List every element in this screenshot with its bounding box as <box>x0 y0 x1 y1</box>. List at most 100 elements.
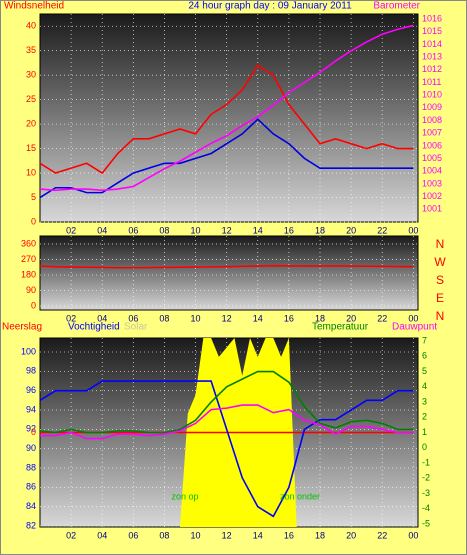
y2-tick-label: 1015 <box>422 26 442 36</box>
y-tick-label: 15 <box>26 143 36 153</box>
legend-label: Temperatuur <box>312 322 369 333</box>
x-tick-label: 22 <box>377 530 387 540</box>
series-line <box>39 380 414 518</box>
y2-tick-label: -2 <box>422 473 430 483</box>
y2-tick-label: 1010 <box>422 90 442 100</box>
y2-tick-label: -5 <box>422 518 430 528</box>
annotation: zon op <box>171 491 198 501</box>
y-tick-label: 40 <box>26 21 36 31</box>
direction-label: N <box>436 237 445 251</box>
x-tick-label: 08 <box>159 225 169 235</box>
legend-label: Dauwpunt <box>392 322 437 333</box>
y2-tick-label: 1 <box>422 427 427 437</box>
y2-tick-label: 1007 <box>422 128 442 138</box>
x-tick-label: 00 <box>408 225 418 235</box>
y-tick-label: 90 <box>26 285 36 295</box>
rain-tick-label: 0 <box>31 427 36 437</box>
x-tick-label: 06 <box>128 530 138 540</box>
y-tick-label: 5 <box>31 192 36 202</box>
legend-label: Vochtigheid <box>68 322 120 333</box>
y2-tick-label: 4 <box>422 381 427 391</box>
y-tick-label: 35 <box>26 45 36 55</box>
x-tick-label: 12 <box>222 530 232 540</box>
y2-tick-label: 1001 <box>422 204 442 214</box>
y2-tick-label: 1012 <box>422 64 442 74</box>
y-tick-label: 0 <box>31 300 36 310</box>
series-line <box>39 24 414 192</box>
x-tick-label: 00 <box>408 530 418 540</box>
direction-label: W <box>434 255 446 269</box>
x-tick-label: 00 <box>408 313 418 323</box>
x-tick-label: 20 <box>346 313 356 323</box>
y2-tick-label: 5 <box>422 366 427 376</box>
x-tick-label: 02 <box>66 225 76 235</box>
x-tick-label: 04 <box>97 313 107 323</box>
series-line <box>39 264 414 269</box>
y2-tick-label: 1014 <box>422 39 442 49</box>
y2-tick-label: 3 <box>422 396 427 406</box>
x-tick-label: 02 <box>66 313 76 323</box>
x-tick-label: 10 <box>191 225 201 235</box>
y-tick-label: 82 <box>26 520 36 530</box>
y-tick-label: 86 <box>26 482 36 492</box>
x-tick-label: 12 <box>222 313 232 323</box>
annotation: zon onder <box>280 491 320 501</box>
y2-tick-label: -4 <box>422 503 430 513</box>
y2-tick-label: 1008 <box>422 115 442 125</box>
x-tick-label: 12 <box>222 225 232 235</box>
x-tick-label: 10 <box>191 530 201 540</box>
y-tick-label: 180 <box>21 269 36 279</box>
x-tick-label: 20 <box>346 225 356 235</box>
x-tick-label: 16 <box>284 313 294 323</box>
y-tick-label: 84 <box>26 501 36 511</box>
y2-tick-label: -3 <box>422 488 430 498</box>
y2-tick-label: 1006 <box>422 140 442 150</box>
direction-label: E <box>436 291 444 305</box>
x-tick-label: 10 <box>191 313 201 323</box>
x-tick-label: 14 <box>253 225 263 235</box>
y2-tick-label: 1013 <box>422 51 442 61</box>
y2-tick-label: 1009 <box>422 102 442 112</box>
x-tick-label: 14 <box>253 313 263 323</box>
x-tick-label: 18 <box>315 530 325 540</box>
series-line <box>39 370 414 434</box>
y2-tick-label: 1011 <box>422 77 441 87</box>
x-tick-label: 06 <box>128 225 138 235</box>
x-tick-label: 18 <box>315 225 325 235</box>
x-tick-label: 08 <box>159 313 169 323</box>
y-tick-label: 98 <box>26 366 36 376</box>
y-tick-label: 94 <box>26 404 36 414</box>
y-tick-label: 360 <box>21 238 36 248</box>
x-tick-label: 16 <box>284 530 294 540</box>
y-tick-label: 10 <box>26 167 36 177</box>
x-tick-label: 06 <box>128 313 138 323</box>
legend-label: Barometer <box>373 1 420 12</box>
y-tick-label: 90 <box>26 443 36 453</box>
y-tick-label: 92 <box>26 424 36 434</box>
x-tick-label: 20 <box>346 530 356 540</box>
direction-label: S <box>436 273 444 287</box>
series-line <box>40 404 414 440</box>
y2-tick-label: 6 <box>422 351 427 361</box>
x-tick-label: 22 <box>377 225 387 235</box>
x-tick-label: 04 <box>97 225 107 235</box>
y-tick-label: 100 <box>21 346 36 356</box>
y2-tick-label: 7 <box>422 335 427 345</box>
x-tick-label: 18 <box>315 313 325 323</box>
legend-label: Solar <box>124 322 148 333</box>
x-tick-label: 04 <box>97 530 107 540</box>
x-tick-label: 22 <box>377 313 387 323</box>
x-tick-label: 08 <box>159 530 169 540</box>
y2-tick-label: -1 <box>422 457 430 467</box>
x-tick-label: 02 <box>66 530 76 540</box>
direction-label: N <box>436 309 445 323</box>
series-line <box>39 118 414 199</box>
y2-tick-label: 1004 <box>422 166 442 176</box>
y2-tick-label: 0 <box>422 442 427 452</box>
chart-title: 24 hour graph day : 09 January 2011 <box>188 1 352 12</box>
y2-tick-label: 1003 <box>422 178 442 188</box>
legend-label: Neerslag <box>2 322 42 333</box>
y-tick-label: 20 <box>26 118 36 128</box>
y-tick-label: 88 <box>26 462 36 472</box>
